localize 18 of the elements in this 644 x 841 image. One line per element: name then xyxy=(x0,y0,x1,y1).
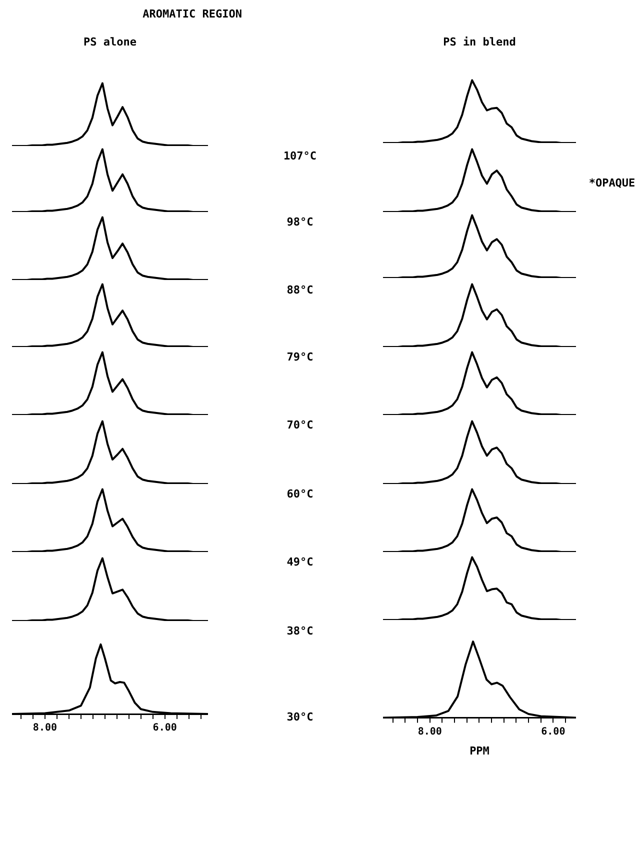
chart-subtitle: PS in blend xyxy=(443,36,516,48)
text: 98°C xyxy=(286,216,314,228)
x-tick-label: 6.00 xyxy=(541,726,566,738)
text: 88°C xyxy=(286,284,314,296)
x-axis-title: PPM xyxy=(470,744,490,758)
text: 30°C xyxy=(286,710,314,724)
text: 79°C xyxy=(286,350,314,364)
x-tick-label: 6.00 xyxy=(152,722,177,734)
chart-subtitle: PS alone xyxy=(84,36,136,48)
text: 107°C xyxy=(283,150,317,162)
x-tick-label: 8.00 xyxy=(32,722,58,734)
chart-title: AROMATIC REGION xyxy=(142,8,242,20)
text: 70°C xyxy=(286,418,314,432)
text: 38°C xyxy=(286,624,314,638)
text: *OPAQUE xyxy=(588,176,636,190)
text: 60°C xyxy=(286,488,314,500)
text: 49°C xyxy=(286,556,314,568)
x-tick-label: 8.00 xyxy=(418,726,442,738)
